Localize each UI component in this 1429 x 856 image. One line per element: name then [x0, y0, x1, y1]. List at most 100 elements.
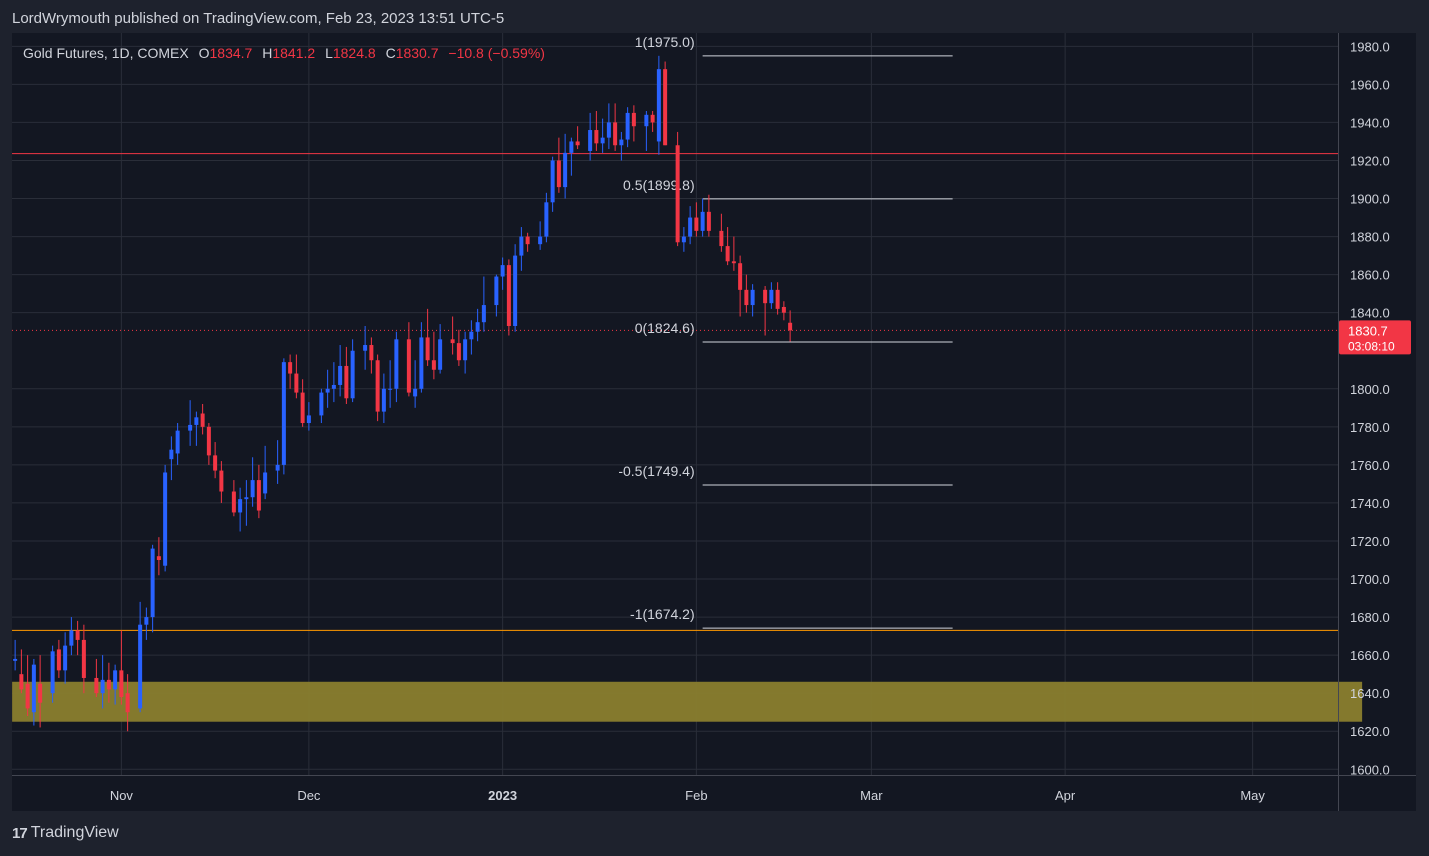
price-axis-label: 1720.0: [1350, 534, 1390, 549]
candle-body: [650, 114, 655, 123]
candle-body: [19, 674, 24, 690]
brand-name: TradingView: [30, 824, 119, 841]
candle-body: [538, 236, 543, 245]
candle-body: [350, 350, 355, 399]
candle-body: [244, 497, 249, 500]
candle-body: [425, 337, 430, 361]
price-axis-label: 1860.0: [1350, 268, 1390, 283]
publisher-header: LordWrymouth published on TradingView.co…: [12, 10, 505, 27]
candle-body: [500, 265, 505, 277]
price-axis-label: 1600.0: [1350, 762, 1390, 777]
price-axis-label: 1760.0: [1350, 458, 1390, 473]
candle-body: [606, 122, 611, 138]
price-axis-label: 1620.0: [1350, 724, 1390, 739]
price-axis-label: 1900.0: [1350, 192, 1390, 207]
candle-body: [263, 472, 268, 494]
candle-body: [494, 276, 499, 306]
candle-body: [763, 289, 768, 304]
change-value: −10.8 (−0.59%): [448, 45, 545, 61]
candle-body: [513, 255, 518, 326]
footer-brand[interactable]: 17 TradingView: [12, 824, 119, 842]
time-axis-label: Mar: [860, 788, 883, 803]
price-axis-label: 1840.0: [1350, 306, 1390, 321]
candle-body: [406, 339, 411, 393]
candle-body: [619, 139, 624, 146]
fib-level-label: 0.5(1899.8): [623, 177, 695, 193]
candle-body: [781, 306, 786, 313]
open-label: O: [198, 45, 210, 61]
candle-body: [506, 265, 511, 326]
candle-body: [213, 455, 218, 471]
candle-body: [450, 339, 455, 344]
open-value: 1834.7: [209, 45, 253, 61]
candle-body: [281, 362, 286, 465]
candle-body: [575, 141, 580, 146]
candle-body: [588, 130, 593, 151]
candle-body: [294, 373, 299, 393]
candle-body: [194, 417, 199, 425]
high-label: H: [262, 45, 273, 61]
candle-body: [475, 322, 480, 332]
candle-body: [463, 339, 468, 361]
candle-body: [631, 112, 636, 127]
time-axis-label: Dec: [297, 788, 321, 803]
close-label: C: [385, 45, 396, 61]
last-price-value: 1830.7: [1348, 323, 1388, 338]
candle-body: [113, 670, 118, 690]
candle-body: [288, 362, 293, 374]
candle-body: [163, 472, 168, 566]
candle-body: [644, 114, 649, 127]
price-axis-label: 1700.0: [1350, 572, 1390, 587]
candle-body: [431, 360, 436, 370]
candle-body: [706, 211, 711, 231]
price-chart[interactable]: 1(1975.0) 0.5(1899.8) 0(1824.6) -0.5(1749.4…: [12, 33, 1416, 811]
candle-body: [594, 130, 599, 144]
candle-body: [738, 263, 743, 290]
candle-body: [150, 548, 155, 618]
chart-panel[interactable]: 1(1975.0) 0.5(1899.8) 0(1824.6) -0.5(1749.4…: [12, 33, 1416, 811]
candle-body: [663, 69, 668, 146]
price-axis-label: 1680.0: [1350, 610, 1390, 625]
candle-body: [613, 122, 618, 146]
price-axis-label: 1780.0: [1350, 420, 1390, 435]
candle-body: [138, 624, 143, 709]
candle-body: [675, 145, 680, 243]
candle-body: [413, 388, 418, 397]
candle-body: [200, 413, 205, 427]
candle-body: [338, 365, 343, 385]
candle-body: [363, 345, 368, 351]
candle-body: [63, 645, 68, 671]
candle-body: [750, 289, 755, 306]
candle-body: [25, 683, 30, 709]
candle-body: [300, 392, 305, 424]
candle-body: [94, 677, 99, 694]
candle-body: [394, 339, 399, 389]
candle-body: [731, 261, 736, 264]
candle-body: [81, 639, 86, 678]
candle-body: [775, 289, 780, 309]
price-axis-label: 1880.0: [1350, 230, 1390, 245]
candle-body: [694, 217, 699, 231]
bar-countdown: 03:08:10: [1348, 339, 1395, 353]
candle-body: [344, 365, 349, 399]
price-axis-label: 1640.0: [1350, 686, 1390, 701]
candle-body: [600, 137, 605, 144]
candle-body: [38, 683, 43, 703]
candle-body: [69, 630, 74, 646]
symbol-name: Gold Futures, 1D, COMEX: [23, 45, 189, 61]
candle-body: [725, 246, 730, 262]
support-zone-rect[interactable]: [12, 681, 1363, 722]
candle-body: [331, 384, 336, 389]
close-value: 1830.7: [395, 45, 439, 61]
candle-body: [144, 617, 149, 625]
fib-level-label: 0(1824.6): [635, 320, 695, 336]
candle-body: [656, 69, 661, 142]
candle-body: [481, 305, 486, 323]
candle-body: [250, 480, 255, 498]
candle-body: [13, 658, 18, 661]
price-axis-label: 1980.0: [1350, 39, 1390, 54]
time-axis-label: Nov: [110, 788, 134, 803]
time-axis-label: 2023: [488, 788, 517, 803]
price-axis-label: 1920.0: [1350, 153, 1390, 168]
candle-body: [75, 630, 80, 640]
